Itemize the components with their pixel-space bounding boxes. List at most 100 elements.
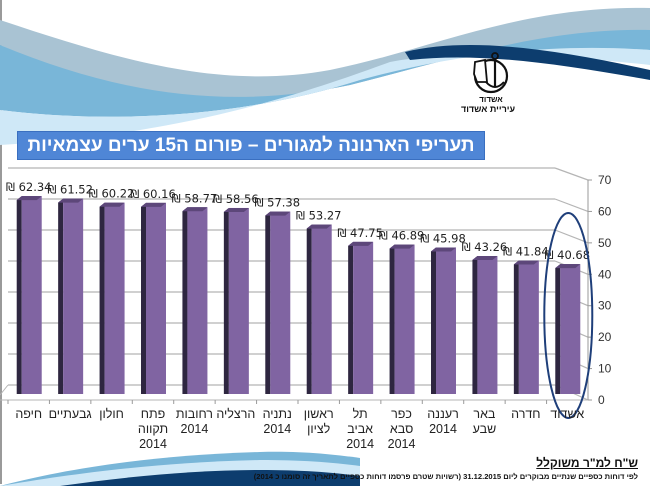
bar: [63, 198, 84, 394]
bar-side: [555, 264, 561, 394]
bar: [353, 241, 374, 394]
data-label: ₪ 45.98: [420, 231, 466, 245]
data-label: ₪ 43.26: [462, 240, 508, 254]
x-tick-label-line: כפר: [391, 407, 412, 421]
bar-top-face: [555, 264, 581, 269]
top-swoosh-gray: [0, 7, 650, 98]
ashdod-logo: אשדוד: [455, 52, 525, 118]
bar-top-face: [265, 211, 291, 216]
y-tick-label: 0: [598, 393, 605, 407]
x-tick-label-line: אשדוד: [550, 407, 585, 421]
footnote-source: לפי דוחות כספיים שנתיים מבוקרים ליום 31.…: [253, 472, 638, 481]
x-tick-label-line: הרצליה: [216, 407, 256, 421]
x-tick-label: רחובות 2014: [172, 407, 216, 437]
bar-side: [58, 198, 64, 394]
x-tick-label: אשדוד: [545, 407, 589, 422]
bar-top-face: [306, 224, 332, 229]
bar-top-face: [16, 196, 42, 201]
x-tick-label-line: 2014: [180, 422, 209, 436]
bar-side: [431, 247, 436, 394]
x-tick-label-line: רחובות: [175, 407, 213, 421]
top-swoosh-dark: [405, 45, 650, 80]
bar-top-face: [141, 202, 166, 207]
bar-side: [16, 196, 22, 394]
y-tick-label: 60: [598, 204, 612, 218]
data-label: ₪ 62.34: [6, 180, 52, 194]
x-tick-label: רעננה 2014: [421, 407, 465, 437]
x-tick-label-line: חולון: [99, 407, 124, 421]
bar-side: [141, 202, 146, 394]
bar: [104, 202, 125, 394]
bar-side: [348, 241, 354, 394]
bar-side: [306, 224, 312, 394]
top-swoosh-light: [0, 47, 650, 145]
grid-connector: [554, 167, 589, 181]
logo-caption: עיריית אשדוד: [460, 104, 516, 114]
x-tick-label: גבעתיים: [48, 407, 92, 422]
bar-side: [389, 244, 395, 394]
x-tick-label: חיפה: [7, 407, 51, 422]
x-tick-label-line: גבעתיים: [48, 407, 92, 421]
data-label: ₪ 58.56: [213, 192, 259, 206]
bar: [270, 211, 291, 394]
bar: [560, 264, 581, 394]
bar: [436, 247, 456, 394]
data-label: ₪ 60.22: [89, 187, 135, 201]
bar-top-face: [99, 202, 125, 207]
data-label: ₪ 40.68: [544, 248, 590, 262]
x-tick-label-line: שבע: [472, 422, 497, 436]
bar-top-face: [513, 260, 539, 265]
x-tick-label: ראשון לציון: [297, 407, 341, 437]
x-tick-label-line: לציון: [307, 422, 331, 436]
x-tick-label-line: 2014: [429, 422, 457, 436]
bar: [21, 196, 42, 394]
chart-svg: 0 10 20 30 40 50 60 70 ₪ 40.68₪ 41.84₪ 43.26₪ 45…: [0, 167, 612, 419]
bar-side: [265, 211, 271, 394]
highlight-ellipse: [543, 212, 594, 419]
bar: [518, 260, 539, 394]
y-tick-label: 50: [598, 236, 612, 250]
x-tick-label-line: באר: [473, 407, 496, 421]
x-tick-label-line: רעננה: [427, 407, 459, 421]
y-tick-label: 70: [598, 173, 612, 187]
y-tick-label: 20: [598, 330, 612, 344]
y-tick-label: 40: [598, 267, 612, 281]
bar: [146, 202, 166, 394]
x-tick-label-line: ראשון: [303, 407, 334, 421]
bar-top-face: [431, 247, 456, 252]
bar-side: [513, 260, 519, 394]
data-label: ₪ 58.77: [172, 191, 218, 205]
bar-top-face: [58, 198, 84, 203]
floor-edge: [0, 384, 9, 396]
bar-top-face: [472, 256, 498, 261]
grid-connector: [554, 198, 589, 212]
x-tick-label: הרצליה: [214, 407, 258, 422]
data-label: ₪ 41.84: [503, 245, 549, 259]
x-tick-label-line: 2014: [139, 437, 167, 451]
x-tick-label-line: נתניה: [262, 407, 292, 421]
x-tick-label-line: תקווה: [137, 422, 169, 436]
y-tick-label: 30: [598, 299, 612, 313]
bar-top-face: [348, 241, 374, 246]
bar: [477, 256, 498, 394]
x-tick-label-line: תל אביב: [347, 407, 374, 436]
x-tick-label-line: 2014: [387, 437, 416, 451]
x-tick-label-line: סבא: [389, 422, 414, 436]
page-title: תעריפי הארנונה למגורים – פורום ה15 ערים …: [27, 135, 475, 156]
data-label: ₪ 60.16: [130, 187, 176, 201]
bar-top-face: [182, 207, 208, 212]
logo-emblem-text: אשדוד: [479, 95, 503, 104]
bar: [228, 207, 249, 394]
x-tick-label: כפר סבא 2014: [380, 407, 424, 452]
x-tick-label: תל אביב 2014: [338, 407, 382, 452]
bar: [187, 207, 208, 394]
x-tick-label-line: פתח: [140, 407, 166, 421]
chart: 0 10 20 30 40 50 60 70 ₪ 40.68 ₪ 41.84 ₪ 43.26 ₪ 45…: [0, 160, 650, 455]
anchor-emblem-icon: אשדוד: [473, 52, 509, 104]
data-label: ₪ 47.75: [337, 226, 383, 240]
x-tick-label: פתח תקווה 2014: [131, 407, 175, 452]
bar: [311, 224, 332, 394]
x-tick-label-line: חיפה: [15, 407, 43, 421]
